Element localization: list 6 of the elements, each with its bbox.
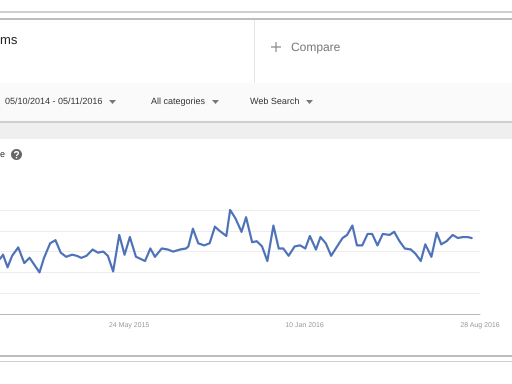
text: Web Search <box>250 96 300 106</box>
text: 05/10/2014 - 05/11/2016 <box>5 96 102 106</box>
text: Compare <box>291 40 340 54</box>
text: All categories <box>151 96 206 106</box>
text: ms <box>0 32 18 47</box>
text: e <box>0 149 6 159</box>
